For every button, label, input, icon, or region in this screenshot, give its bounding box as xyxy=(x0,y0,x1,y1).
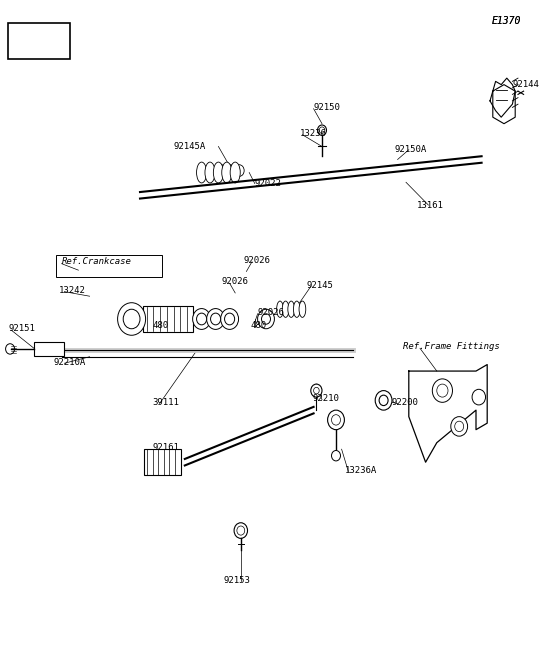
Text: 92145A: 92145A xyxy=(174,142,206,151)
Circle shape xyxy=(319,127,325,133)
Text: 13236A: 13236A xyxy=(344,465,377,475)
Text: 13236: 13236 xyxy=(300,129,326,138)
Circle shape xyxy=(193,309,211,329)
Text: 92026: 92026 xyxy=(258,308,284,317)
Text: 13242: 13242 xyxy=(59,286,86,296)
Circle shape xyxy=(332,415,340,425)
Polygon shape xyxy=(490,78,515,117)
Circle shape xyxy=(53,345,59,353)
Text: Ref.Frame Fittings: Ref.Frame Fittings xyxy=(403,342,500,351)
Ellipse shape xyxy=(288,301,295,317)
Text: 92145: 92145 xyxy=(307,281,334,290)
Circle shape xyxy=(314,387,319,394)
Bar xyxy=(143,306,193,332)
Circle shape xyxy=(375,391,392,410)
Ellipse shape xyxy=(277,301,283,317)
Text: 480: 480 xyxy=(251,321,267,330)
Circle shape xyxy=(258,309,274,329)
Text: 92026: 92026 xyxy=(244,256,270,265)
Ellipse shape xyxy=(197,162,207,183)
Ellipse shape xyxy=(282,301,289,317)
Text: 13161: 13161 xyxy=(417,201,444,210)
Circle shape xyxy=(234,523,248,538)
Circle shape xyxy=(237,526,245,535)
Text: 39111: 39111 xyxy=(152,398,179,407)
Ellipse shape xyxy=(230,162,240,183)
Circle shape xyxy=(332,450,340,461)
Circle shape xyxy=(437,384,448,397)
Bar xyxy=(144,449,180,475)
Circle shape xyxy=(123,309,140,329)
Bar xyxy=(56,255,162,277)
Circle shape xyxy=(379,395,388,406)
Text: Ref.Crankcase: Ref.Crankcase xyxy=(62,257,132,266)
Text: 92026: 92026 xyxy=(221,277,248,286)
Circle shape xyxy=(472,389,486,405)
Circle shape xyxy=(207,309,225,329)
Circle shape xyxy=(39,345,45,353)
Circle shape xyxy=(221,309,239,329)
FancyBboxPatch shape xyxy=(8,23,70,59)
Text: 92151: 92151 xyxy=(8,324,35,333)
Circle shape xyxy=(318,125,326,135)
Ellipse shape xyxy=(205,162,215,183)
Circle shape xyxy=(451,417,468,436)
Text: 92150A: 92150A xyxy=(395,145,427,154)
Circle shape xyxy=(311,384,322,397)
Circle shape xyxy=(197,313,207,325)
Text: 92210A: 92210A xyxy=(53,358,86,367)
Circle shape xyxy=(225,313,235,325)
Circle shape xyxy=(455,421,464,432)
Circle shape xyxy=(328,410,344,430)
Text: 92161: 92161 xyxy=(152,443,179,452)
Text: 92022: 92022 xyxy=(255,179,282,188)
Text: 92144: 92144 xyxy=(512,80,539,89)
Circle shape xyxy=(432,379,452,402)
Text: 480: 480 xyxy=(152,321,169,330)
Ellipse shape xyxy=(299,301,306,317)
Text: 92200: 92200 xyxy=(392,398,419,407)
Polygon shape xyxy=(409,365,487,462)
Circle shape xyxy=(262,314,270,324)
Text: E1370: E1370 xyxy=(492,16,521,26)
Text: 92210: 92210 xyxy=(312,394,339,403)
Circle shape xyxy=(118,303,146,335)
Ellipse shape xyxy=(213,162,223,183)
Ellipse shape xyxy=(222,162,232,183)
Ellipse shape xyxy=(293,301,300,317)
Bar xyxy=(34,342,64,356)
Text: FRONT: FRONT xyxy=(26,36,53,45)
Text: 92150: 92150 xyxy=(314,103,340,112)
Text: E1370: E1370 xyxy=(492,16,521,26)
Text: 92153: 92153 xyxy=(224,576,251,585)
Circle shape xyxy=(211,313,221,325)
Circle shape xyxy=(6,344,15,354)
